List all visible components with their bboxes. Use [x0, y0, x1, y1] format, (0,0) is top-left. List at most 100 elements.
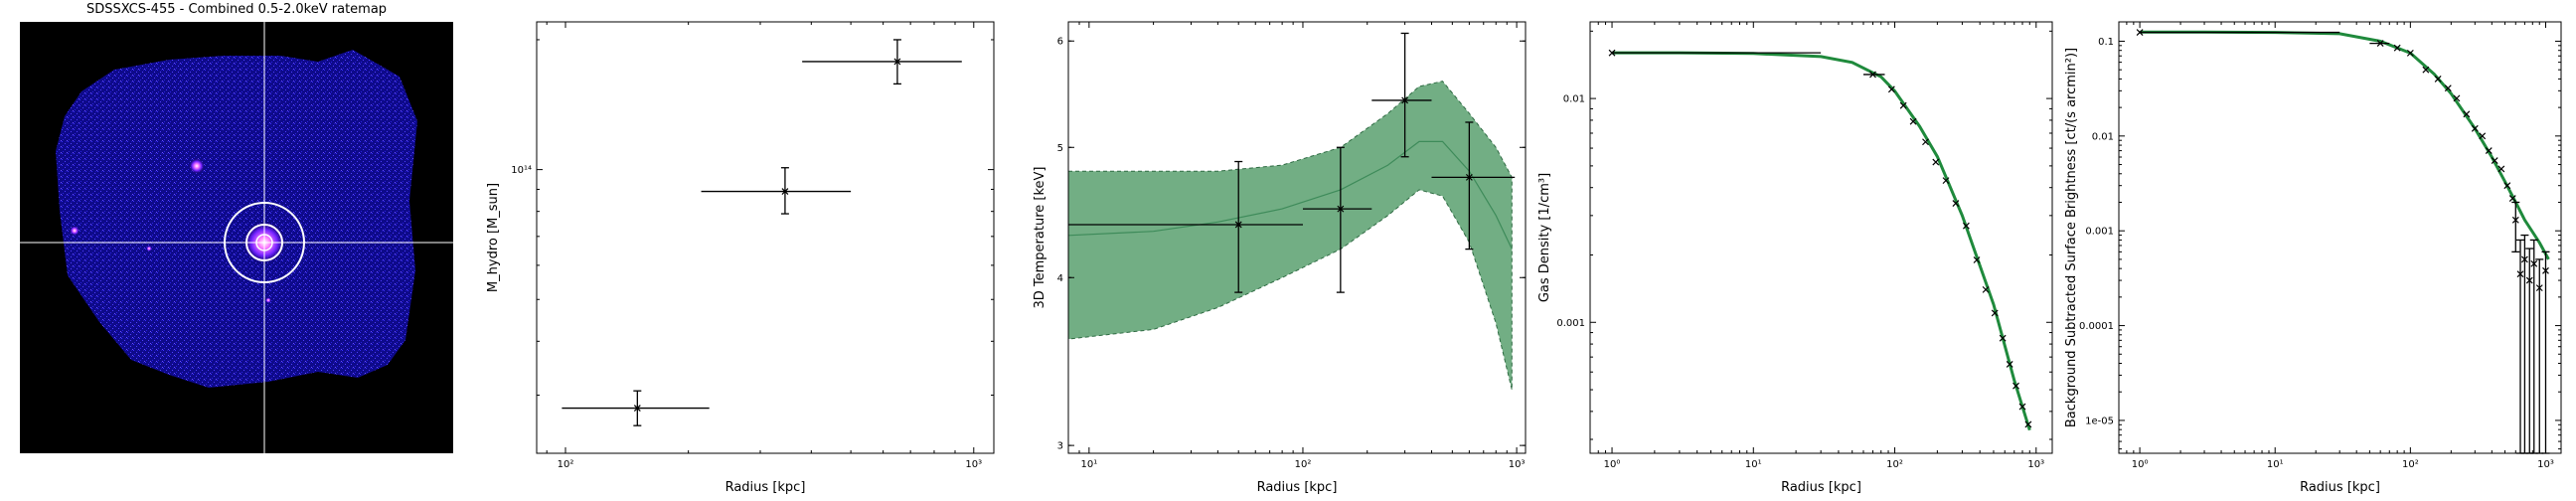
density-profile-chart: 10⁰ 10¹ 10² 10³ 0.001 0.01 Radius [kpc] Gas Den… — [1537, 21, 2053, 495]
y-tick-label: 0.001 — [1556, 318, 1585, 329]
data-point — [2497, 165, 2505, 173]
data-point — [893, 58, 901, 66]
data-point — [2520, 255, 2528, 263]
x-axis-label: Radius [kpc] — [2300, 480, 2380, 495]
y-tick-label: 0.01 — [1563, 94, 1585, 105]
ratemap-svg — [20, 22, 453, 453]
data-point — [1982, 285, 1990, 293]
data-point — [2463, 110, 2471, 118]
data-point — [2542, 266, 2549, 274]
data-point — [1991, 309, 1999, 317]
y-tick-label: 6 — [1057, 37, 1063, 48]
model-uncertainty-band — [1067, 81, 1513, 391]
data-point — [2444, 84, 2452, 92]
data-point — [1899, 101, 1907, 109]
x-tick-label: 10³ — [965, 459, 982, 470]
source-blob — [189, 158, 205, 174]
data-point — [1962, 222, 1970, 230]
y-tick-label: 0.01 — [2092, 131, 2114, 142]
data-point — [2491, 157, 2498, 165]
y-tick-label: 3 — [1057, 441, 1063, 452]
source-blob — [70, 226, 80, 236]
temperature-profile-chart: 10¹ 10² 10³ 3 4 5 6 Radius [kpc] 3D Temperature … — [1033, 21, 1527, 495]
data-point — [2453, 94, 2461, 102]
data-point — [1999, 334, 2007, 342]
plot-frame — [1067, 21, 1527, 454]
data-point — [1909, 117, 1917, 125]
y-axis-label: M_hydro [M_sun] — [486, 183, 501, 292]
x-tick-label: 10⁰ — [2132, 459, 2149, 470]
data-point — [2511, 216, 2519, 224]
y-axis-label: Background Subtracted Surface Brightness… — [2064, 48, 2079, 427]
data-point — [2503, 182, 2511, 190]
data-point — [2525, 276, 2533, 284]
ratemap-title: SDSSXCS-455 - Combined 0.5-2.0keV ratema… — [85, 2, 388, 17]
data-point — [2479, 132, 2487, 140]
data-point — [1337, 205, 1345, 213]
plot-frame — [2118, 21, 2562, 454]
data-point — [781, 188, 789, 196]
y-tick-label: 0.0001 — [2079, 321, 2114, 332]
data-point — [2024, 420, 2032, 428]
x-tick-label: 10² — [1886, 459, 1903, 470]
plot-frame — [1589, 21, 2053, 454]
model-curve — [2140, 30, 2550, 260]
data-point — [2471, 124, 2479, 132]
data-point — [2485, 147, 2493, 155]
ratemap-image — [20, 22, 453, 453]
x-tick-label: 10¹ — [1080, 459, 1097, 470]
x-axis-label: Radius [kpc] — [725, 480, 806, 495]
plot-frame — [536, 21, 995, 454]
y-tick-label: 4 — [1057, 273, 1063, 284]
data-point — [1887, 85, 1895, 93]
data-point — [2535, 284, 2543, 292]
y-axis-label: Gas Density [1/cm³] — [1537, 173, 1552, 302]
surface-brightness-chart: 10⁰ 10¹ 10² 10³ 1e-05 0.0001 0.001 0.01 0.1 Radiu… — [2064, 21, 2562, 495]
x-axis-label: Radius [kpc] — [1257, 480, 1338, 495]
x-axis-label: Radius [kpc] — [1781, 480, 1861, 495]
y-axis-label: 3D Temperature [keV] — [1033, 167, 1047, 309]
x-tick-label: 10² — [558, 459, 574, 470]
x-tick-label: 10² — [1295, 459, 1312, 470]
data-point — [1952, 200, 1960, 208]
data-point — [2012, 382, 2019, 390]
mass-profile-chart: 10² 10³ 10¹⁴ Radius [kpc] M_hydro [M_sun] — [486, 21, 995, 495]
data-point — [1234, 221, 1242, 229]
y-tick-label: 10¹⁴ — [511, 165, 532, 176]
data-point — [1942, 177, 1950, 185]
data-point — [1869, 71, 1876, 79]
y-tick-label: 0.1 — [2098, 37, 2114, 48]
data-point — [2136, 29, 2144, 36]
data-point — [2376, 40, 2384, 48]
x-tick-label: 10³ — [1509, 459, 1526, 470]
data-point — [2508, 195, 2516, 202]
x-tick-label: 10³ — [2537, 459, 2554, 470]
data-point — [1401, 96, 1409, 104]
data-point — [2530, 259, 2538, 267]
x-tick-label: 10² — [2402, 459, 2419, 470]
data-point — [2406, 49, 2414, 57]
data-point — [2393, 44, 2401, 52]
data-point — [633, 405, 641, 412]
data-point — [2422, 66, 2430, 74]
exposure-footprint — [56, 50, 417, 388]
x-tick-label: 10¹ — [1745, 459, 1762, 470]
source-blob — [265, 297, 271, 303]
y-tick-label: 5 — [1057, 143, 1063, 154]
data-point — [1608, 49, 1616, 57]
x-tick-label: 10¹ — [2267, 459, 2284, 470]
data-point — [2006, 360, 2013, 368]
data-point — [2018, 403, 2026, 411]
x-tick-label: 10⁰ — [1604, 459, 1621, 470]
source-blob — [146, 246, 152, 251]
y-tick-label: 1e-05 — [2085, 416, 2114, 426]
data-point — [1465, 173, 1473, 181]
x-tick-label: 10³ — [2027, 459, 2044, 470]
data-point — [2434, 75, 2442, 83]
model-curve — [1612, 51, 2031, 431]
data-point — [2516, 270, 2524, 278]
data-point — [1973, 256, 1981, 263]
data-point — [1932, 158, 1940, 166]
data-point — [1922, 138, 1929, 146]
y-tick-label: 0.001 — [2085, 227, 2114, 238]
